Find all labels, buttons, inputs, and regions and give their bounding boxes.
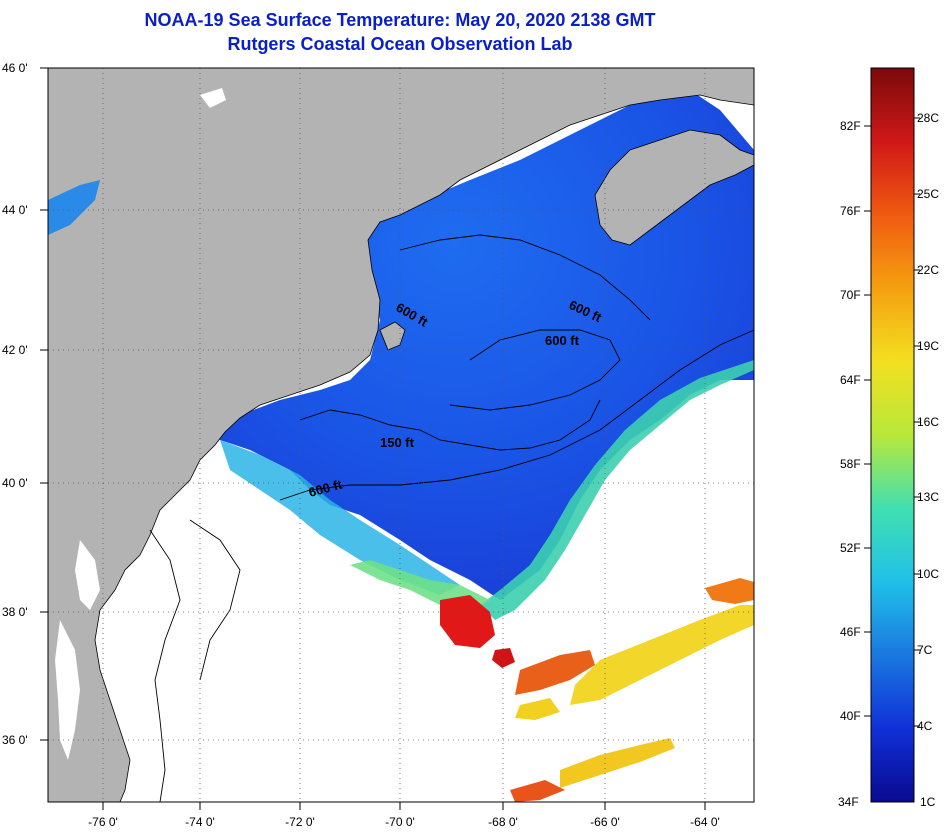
cb-c-28: 28C	[917, 111, 939, 125]
lat-label-42: 42 0'	[2, 343, 28, 357]
contour-line-shelf-inner	[189, 519, 241, 681]
cape-cod	[379, 321, 406, 351]
depth-contours	[149, 234, 755, 803]
warm-patch-yellow-west	[515, 698, 560, 720]
cb-c-25: 25C	[917, 187, 939, 201]
cb-c-10: 10C	[917, 567, 939, 581]
cb-f-76: 76F	[840, 204, 861, 218]
contour-line-150	[299, 399, 601, 451]
lat-label-40: 40 0'	[2, 476, 28, 490]
cb-c-16: 16C	[917, 415, 939, 429]
cb-f-46: 46F	[840, 625, 861, 639]
lat-label-36: 36 0'	[2, 733, 28, 747]
lon-label-72: -72 0'	[285, 815, 315, 829]
tick-marks	[40, 67, 706, 810]
cb-f-58: 58F	[840, 457, 861, 471]
map-title: NOAA-19 Sea Surface Temperature: May 20,…	[144, 10, 656, 30]
lat-label-38: 38 0'	[2, 605, 28, 619]
warm-patch-red	[440, 595, 495, 648]
colorbar: 82F 76F 70F 64F 58F 52F 46F 40F 34F 28C …	[838, 67, 939, 809]
cb-f-52: 52F	[840, 541, 861, 555]
lon-label-64: -64 0'	[690, 815, 720, 829]
cb-f-70: 70F	[840, 288, 861, 302]
cb-c-4: 4C	[917, 719, 933, 733]
map-area	[48, 68, 754, 802]
chesapeake-white	[55, 620, 80, 760]
lake-white	[200, 88, 226, 108]
lon-label-70: -70 0'	[385, 815, 415, 829]
warm-patch-yellow-band	[570, 605, 754, 705]
cb-f-82: 82F	[840, 119, 861, 133]
land-nova-scotia	[594, 129, 754, 246]
contour-line-600-georges	[449, 329, 621, 411]
map-subtitle: Rutgers Coastal Ocean Observation Lab	[227, 34, 573, 54]
cb-c-13: 13C	[917, 490, 939, 504]
shelf-break-warm-band	[480, 360, 754, 620]
warm-patch-orange-east	[705, 578, 754, 604]
warm-patch-orange-south	[510, 780, 565, 802]
lon-label-66: -66 0'	[590, 815, 620, 829]
lat-label-44: 44 0'	[2, 203, 28, 217]
cb-c-19: 19C	[917, 339, 939, 353]
cb-c-1: 1C	[920, 795, 936, 809]
warm-patch-red-small	[492, 648, 515, 668]
lon-label-76: -76 0'	[88, 815, 118, 829]
contour-label-600-gb: 600 ft	[545, 333, 580, 348]
warm-patch-yellow-south	[560, 738, 675, 788]
contour-line-600-north	[399, 234, 651, 321]
cb-f-64: 64F	[840, 373, 861, 387]
colorbar-gradient	[870, 67, 915, 803]
contour-line-shelf-south	[149, 529, 181, 803]
land-northeast-us	[48, 68, 754, 802]
lon-label-68: -68 0'	[488, 815, 518, 829]
contour-line-600-shelf	[279, 329, 755, 501]
cb-c-22: 22C	[917, 263, 939, 277]
warm-patch-orange-mid	[515, 650, 595, 695]
lat-label-46: 46 0'	[2, 61, 28, 75]
contour-label-150: 150 ft	[380, 435, 415, 450]
cb-f-34: 34F	[838, 795, 859, 809]
lake-ontario-blue	[48, 180, 100, 235]
delaware-bay-white	[75, 540, 100, 610]
cb-c-7: 7C	[917, 643, 933, 657]
lon-label-74: -74 0'	[185, 815, 215, 829]
cb-f-40: 40F	[840, 709, 861, 723]
coastal-cyan-band	[220, 440, 460, 595]
map-frame	[47, 67, 755, 803]
